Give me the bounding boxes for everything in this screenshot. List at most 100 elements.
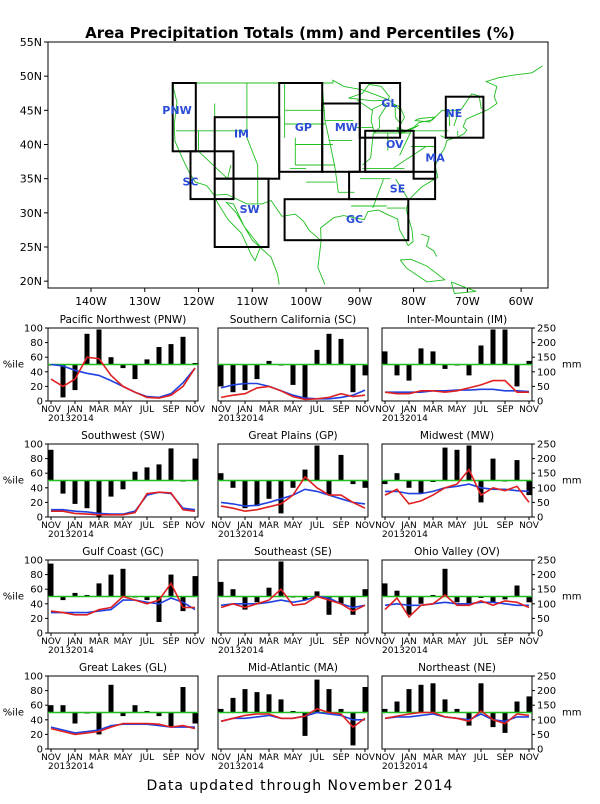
month-label: NOV (41, 637, 62, 647)
panel-midwest-mw: Midwest (MW)NOV JAN MAR MAY JUL SEP NOV2013201… (375, 430, 581, 540)
year-label: 20132014 (48, 646, 94, 656)
month-label: JAN (400, 521, 416, 531)
precip-line-red (220, 385, 366, 401)
precip-line-blue (220, 382, 366, 400)
region-label-im: IM (234, 128, 249, 141)
percentile-bar (382, 480, 388, 485)
region-boxes (171, 82, 485, 248)
month-label: MAR (259, 521, 279, 531)
percentile-bar (302, 596, 308, 601)
percentile-bar (406, 364, 412, 381)
left-tick-label: 40 (30, 483, 43, 494)
percentile-bar (490, 329, 496, 365)
percentile-bar (218, 473, 224, 481)
great-lake-outline (414, 116, 436, 123)
percentile-bar (454, 449, 460, 481)
left-tick-label: 60 (30, 469, 43, 480)
region-label-ma: MA (425, 152, 445, 165)
percentile-bar (254, 692, 260, 713)
region-panels: Pacific Northwest (PNW) NOV JAN MAR MAY JUL SE… (3, 314, 582, 772)
percentile-bar (326, 333, 332, 365)
percentile-bar (144, 596, 150, 601)
percentile-bar (72, 712, 78, 724)
month-label: NOV (519, 753, 540, 763)
percentile-bar (72, 364, 78, 391)
mm-axis-label: mm (562, 360, 581, 371)
percentile-bar (156, 347, 162, 365)
state-boundary (372, 179, 384, 209)
percentile-bar (442, 364, 448, 369)
percentile-bar (478, 480, 484, 503)
month-label: SEP (497, 753, 514, 763)
right-tick-label: 150 (537, 353, 556, 364)
percentile-bar (60, 364, 66, 398)
west-coastline (172, 82, 280, 285)
percentile-bar (302, 712, 308, 736)
panel-title: Gulf Coast (GC) (82, 546, 164, 558)
region-label-sw: SW (240, 203, 260, 216)
left-tick-label: 80 (30, 570, 43, 581)
percentile-bar (526, 360, 532, 365)
percentile-bar (218, 581, 224, 597)
percentile-bar (350, 364, 356, 393)
percentile-bar (242, 480, 248, 509)
percentile-bar (254, 480, 260, 507)
percentile-bar (338, 454, 344, 481)
percentile-bar (60, 596, 66, 601)
percentile-bar (230, 364, 236, 393)
ne-box (444, 95, 485, 139)
percentile-bar (218, 364, 224, 387)
state-boundary (246, 137, 259, 166)
panel-ohio-valley-ov: Ohio Valley (OV)NOV JAN MAR MAY JUL SEP NOV201… (375, 546, 581, 656)
percentile-bar (350, 712, 356, 746)
month-label: JUL (309, 637, 324, 647)
month-label: NOV (185, 405, 206, 415)
percentile-bar (478, 345, 484, 365)
left-tick-label: 80 (30, 338, 43, 349)
percentile-bar (394, 364, 400, 376)
percentile-bar (218, 708, 224, 713)
percentile-bar (72, 592, 78, 597)
percentile-bar (442, 699, 448, 713)
month-label: SEP (163, 405, 180, 415)
month-label: SEP (497, 521, 514, 531)
percentile-bar (362, 364, 368, 376)
percentile-bar (314, 679, 320, 713)
percentile-bar (502, 596, 508, 600)
state-boundary (198, 150, 228, 180)
state-boundary (453, 109, 460, 127)
month-label: NOV (211, 521, 232, 531)
percentile-bar (326, 596, 332, 615)
percentile-bar (230, 697, 236, 713)
month-label: MAR (259, 637, 279, 647)
percentile-bar (406, 480, 412, 488)
lat-label: 20N (20, 275, 42, 288)
gl-box (358, 82, 402, 139)
month-label: JUL (139, 753, 154, 763)
left-tick-label: 20 (30, 498, 43, 509)
region-label-mw: MW (335, 121, 358, 134)
panel-southwest-sw: Southwest (SW)NOV JAN MAR MAY JUL SEP NOV20132… (3, 430, 206, 540)
right-tick-label: 100 (537, 367, 556, 378)
percentile-bar (478, 683, 484, 713)
month-label: NOV (519, 521, 540, 531)
percentile-bar (168, 344, 174, 365)
percentile-bar (362, 480, 368, 488)
region-label-pnw: PNW (162, 104, 191, 117)
percentile-bar (108, 574, 114, 597)
percentile-bar (48, 705, 54, 713)
right-tick-label: 100 (537, 483, 556, 494)
mexico-border (214, 193, 322, 242)
percentile-bar (192, 576, 198, 597)
percentile-bar (338, 338, 344, 365)
left-tick-label: 100 (24, 556, 43, 567)
month-label: NOV (211, 405, 232, 415)
pnw-box (171, 82, 197, 153)
percentile-bar (60, 705, 66, 713)
region-label-gc: GC (346, 213, 363, 226)
lon-label: 140W (75, 295, 107, 308)
percentile-bar (156, 712, 162, 717)
month-label: JUL (473, 521, 488, 531)
panel-title: Midwest (MW) (420, 430, 494, 442)
left-tick-label: 0 (37, 513, 43, 524)
